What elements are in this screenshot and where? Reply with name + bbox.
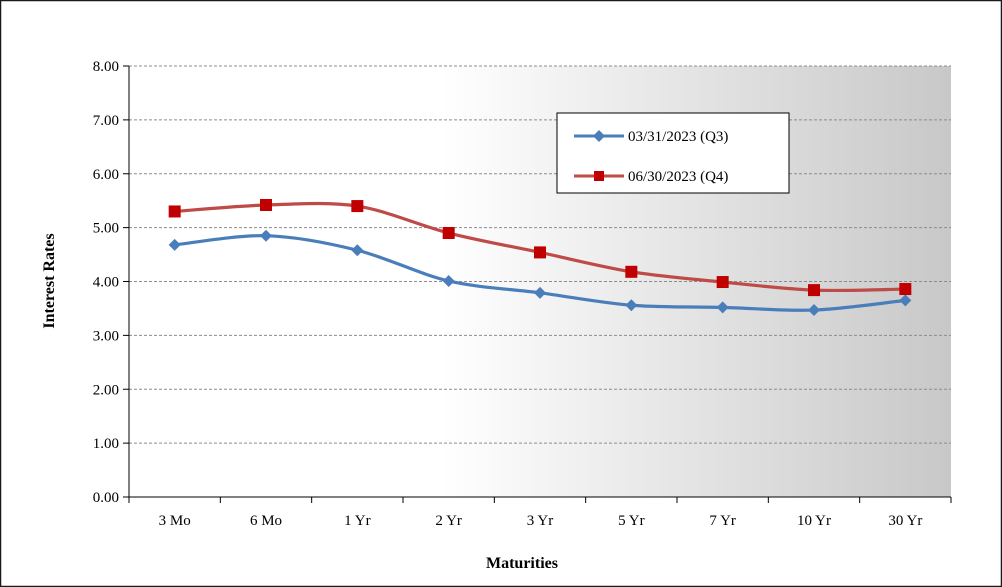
y-tick-label: 1.00 [93, 436, 119, 452]
data-point [808, 284, 820, 297]
data-point [716, 276, 729, 289]
data-point [808, 304, 820, 317]
x-tick-label: 6 Mo [250, 513, 282, 529]
series-2 [168, 198, 912, 297]
y-tick-label: 4.00 [93, 275, 119, 291]
gridlines [129, 65, 951, 444]
data-point [260, 198, 272, 211]
data-point [168, 205, 181, 218]
x-tick-label: 5 Yr [618, 513, 645, 529]
y-tick-label: 0.00 [93, 490, 119, 506]
y-axis-title: Interest Rates [41, 233, 58, 328]
legend-label-q4: 06/30/2023 (Q4) [628, 169, 728, 185]
y-tick-label: 7.00 [93, 113, 119, 129]
data-point [899, 294, 912, 307]
data-point [351, 244, 364, 257]
series-layer [168, 198, 912, 317]
data-point [716, 301, 729, 314]
data-point [442, 274, 455, 287]
axes [123, 65, 952, 503]
x-tick-labels: 3 Mo 6 Mo 1 Yr 2 Yr 3 Yr 5 Yr 7 Yr 10 Yr 30 Yr [159, 513, 923, 529]
y-tick-label: 6.00 [93, 167, 119, 183]
legend-marker-q4 [594, 171, 604, 181]
data-point [625, 265, 638, 278]
data-point [260, 229, 272, 242]
x-tick-label: 2 Yr [435, 513, 462, 529]
y-tick-label: 3.00 [93, 328, 119, 344]
x-tick-label: 3 Mo [159, 513, 191, 529]
y-tick-labels: 0.00 1.00 2.00 3.00 4.00 5.00 6.00 7.00 8.00 [93, 59, 119, 506]
y-tick-label: 2.00 [93, 382, 119, 398]
data-point [625, 299, 638, 312]
x-tick-label: 30 Yr [888, 513, 922, 529]
x-tick-label: 3 Yr [527, 513, 554, 529]
x-tick-label: 7 Yr [709, 513, 736, 529]
data-point [534, 286, 546, 299]
legend-label-q3: 03/31/2023 (Q3) [628, 129, 728, 145]
x-tick-label: 10 Yr [797, 513, 831, 529]
data-point [351, 200, 364, 213]
legend: 03/31/2023 (Q3) 06/30/2023 (Q4) [556, 112, 790, 194]
y-tick-label: 5.00 [93, 221, 119, 237]
y-tick-label: 8.00 [93, 59, 119, 75]
data-point [168, 238, 181, 251]
data-point [899, 283, 912, 296]
legend-marker-q3 [593, 130, 605, 142]
series-1 [168, 229, 912, 317]
x-tick-label: 1 Yr [344, 513, 371, 529]
data-point [442, 227, 455, 240]
data-point [534, 246, 546, 259]
x-axis-title: Maturities [486, 555, 558, 572]
